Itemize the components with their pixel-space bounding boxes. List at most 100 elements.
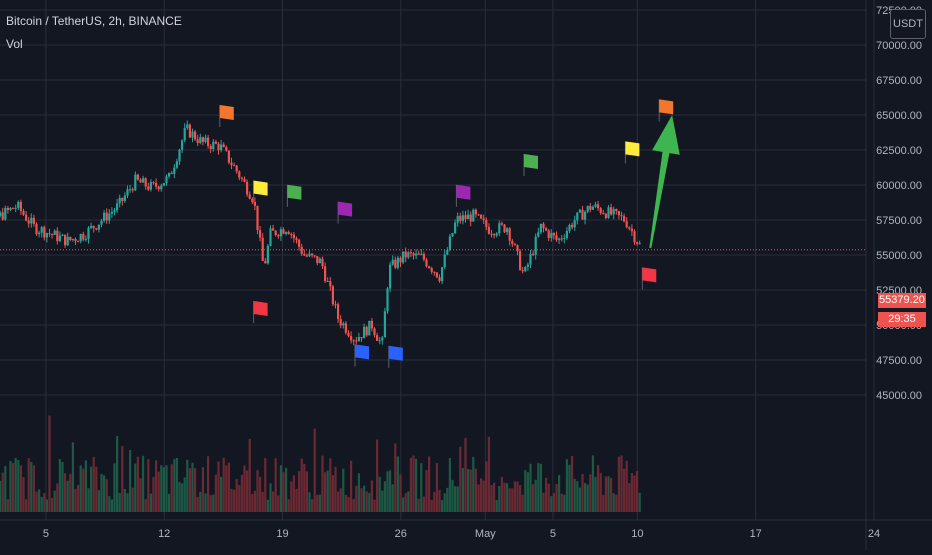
volume-bar — [4, 466, 7, 512]
candle-body — [363, 326, 366, 339]
volume-bar — [17, 459, 20, 512]
volume-bar — [305, 471, 308, 512]
candle-body — [38, 232, 41, 235]
volume-bar — [71, 442, 74, 512]
volume-bar — [165, 465, 168, 512]
candle-body — [433, 271, 436, 273]
candle-body — [121, 197, 124, 201]
candle-body — [350, 336, 353, 341]
candle-body — [417, 253, 420, 255]
candle-body — [425, 259, 428, 267]
volume-bar — [412, 455, 415, 512]
volume-bar — [58, 459, 61, 512]
candle-body — [594, 204, 597, 207]
volume-bar — [212, 494, 215, 512]
volume-bar — [482, 480, 485, 512]
flag-marker[interactable] — [388, 345, 403, 368]
candle-body — [311, 253, 314, 256]
candle-body — [467, 214, 470, 220]
volume-bar — [415, 458, 418, 512]
volume-bar — [35, 491, 38, 512]
flag-marker[interactable] — [455, 184, 471, 207]
candle-body — [589, 206, 592, 210]
volume-bar — [139, 478, 142, 512]
candle-body — [508, 228, 511, 241]
volume-bar — [292, 475, 295, 512]
volume-bar — [251, 494, 254, 512]
volume-bar — [147, 459, 150, 512]
volume-bar — [537, 463, 540, 512]
currency-button[interactable]: USDT — [890, 9, 926, 39]
volume-bar — [194, 468, 197, 512]
volume-bar — [240, 474, 243, 512]
candle-body — [477, 214, 480, 216]
flag-marker[interactable] — [523, 154, 538, 176]
flag-marker[interactable] — [658, 99, 674, 122]
volume-bar — [222, 457, 225, 512]
volume-bar — [487, 436, 490, 512]
candle-body — [326, 281, 329, 283]
candle-body — [77, 241, 80, 243]
candle-body — [487, 226, 490, 234]
volume-bar — [438, 489, 441, 512]
flag-marker[interactable] — [253, 180, 268, 203]
volume-bar — [477, 484, 480, 512]
volume-bar — [394, 443, 397, 512]
candle-body — [480, 214, 483, 219]
volume-bar — [149, 493, 152, 512]
candle-body — [246, 181, 249, 195]
volume-bar — [563, 494, 566, 512]
volume-bar — [277, 495, 280, 512]
candle-body — [482, 218, 485, 221]
candle-body — [157, 186, 160, 190]
candle-body — [152, 182, 155, 184]
candle-body — [612, 208, 615, 215]
candle-body — [344, 323, 347, 333]
volume-bar — [74, 488, 77, 512]
flag-marker[interactable] — [354, 344, 369, 367]
candle-body — [178, 149, 181, 162]
volume-bar — [594, 476, 597, 512]
time-tick-label: 5 — [43, 528, 49, 540]
volume-bar — [66, 480, 69, 512]
flag-marker[interactable] — [337, 201, 353, 224]
candle-body — [334, 304, 337, 306]
candle-body — [568, 224, 571, 231]
volume-bar — [391, 484, 394, 512]
candle-body — [576, 212, 579, 221]
candle-body — [360, 337, 363, 339]
last-price-badge: 55379.20 — [878, 293, 926, 308]
flag-marker[interactable] — [253, 301, 268, 323]
candle-body — [165, 176, 168, 184]
projection-arrow[interactable] — [649, 115, 680, 249]
volume-bar — [298, 471, 301, 512]
candle-body — [196, 139, 199, 143]
candle-body — [48, 233, 51, 235]
candle-body — [324, 266, 327, 282]
candle-body — [490, 233, 493, 235]
flag-marker[interactable] — [286, 184, 302, 207]
candle-body — [402, 251, 405, 263]
candle-body — [511, 240, 514, 244]
volume-bar — [199, 491, 202, 512]
flag-marker[interactable] — [219, 105, 234, 127]
candle-body — [352, 340, 355, 342]
volume-bar — [584, 483, 587, 512]
candle-body — [12, 207, 15, 209]
volume-bar — [607, 476, 610, 512]
volume-bar — [337, 491, 340, 512]
flag-marker[interactable] — [624, 141, 640, 164]
volume-bar — [274, 458, 277, 512]
candle-body — [443, 254, 446, 268]
volume-bar — [248, 438, 251, 512]
candle-body — [456, 216, 459, 223]
volume-bar — [326, 470, 329, 512]
volume-bar — [521, 494, 524, 512]
volume-bar — [220, 476, 223, 512]
candle-body — [448, 236, 451, 251]
flag-marker[interactable] — [641, 267, 657, 290]
candle-body — [607, 207, 610, 218]
volume-bar — [568, 464, 571, 512]
